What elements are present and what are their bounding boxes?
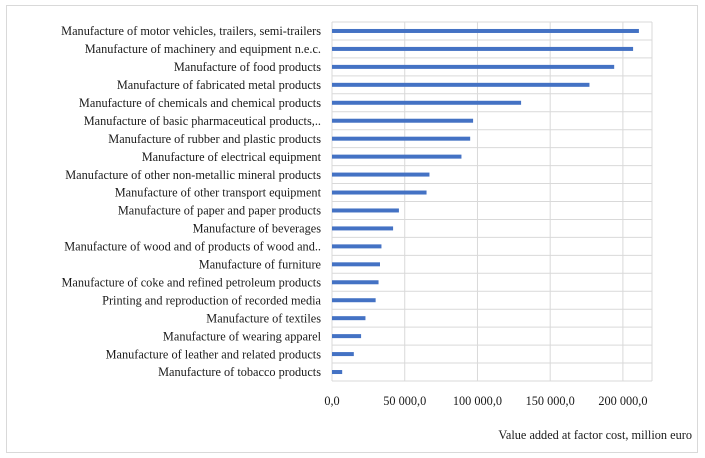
category-label: Manufacture of leather and related produ… [106,347,322,361]
category-label: Manufacture of electrical equipment [142,150,322,164]
bar [332,334,362,339]
bar [332,28,639,33]
bar [332,118,474,123]
bar [332,154,462,159]
category-label: Manufacture of tobacco products [158,365,321,379]
bar [332,136,471,141]
category-label: Manufacture of rubber and plastic produc… [108,132,321,146]
category-label: Manufacture of chemicals and chemical pr… [79,96,321,110]
bar [332,226,394,231]
category-labels: Manufacture of motor vehicles, trailers,… [61,24,321,379]
category-label: Manufacture of basic pharmaceutical prod… [84,114,321,128]
bar [332,244,382,249]
category-label: Manufacture of textiles [206,311,321,325]
x-tick-labels: 0,0 50 000,0 100 000,0 150 000,0 200 000,0 [324,394,647,408]
category-label: Printing and reproduction of recorded me… [102,293,321,307]
category-label: Manufacture of other transport equipment [115,186,322,200]
x-axis-label: Value added at factor cost, million euro [498,428,692,442]
bar [332,298,376,303]
x-tick-label: 150 000,0 [526,394,575,408]
category-label: Manufacture of food products [174,60,321,74]
category-label: Manufacture of wood and of products of w… [64,240,321,254]
bar [332,280,379,285]
category-label: Manufacture of coke and refined petroleu… [62,275,322,289]
category-label: Manufacture of beverages [193,222,322,236]
category-label: Manufacture of furniture [199,258,322,272]
x-tick-label: 100 000,0 [453,394,502,408]
x-tick-label: 50 000,0 [383,394,426,408]
grid-lines [331,21,653,382]
bar [332,370,343,375]
bars [332,28,639,375]
x-tick-label: 200 000,0 [598,394,647,408]
bar [332,316,366,321]
bar [332,46,634,51]
bar [332,208,399,213]
bar [332,262,380,267]
category-label: Manufacture of machinery and equipment n… [85,42,321,56]
bar [332,64,615,69]
x-tick-label: 0,0 [324,394,339,408]
bar [332,172,430,177]
bar [332,100,522,105]
bar [332,352,354,357]
category-label: Manufacture of fabricated metal products [117,78,321,92]
category-label: Manufacture of motor vehicles, trailers,… [61,24,321,38]
category-label: Manufacture of other non-metallic minera… [65,168,321,182]
bar [332,190,427,195]
category-label: Manufacture of paper and paper products [118,204,321,218]
category-label: Manufacture of wearing apparel [163,329,322,343]
bar [332,82,590,87]
